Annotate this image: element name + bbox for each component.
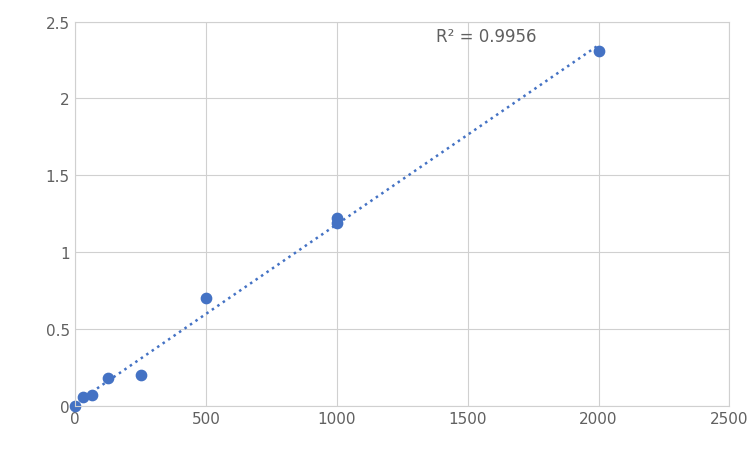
Point <box>200 295 212 302</box>
Point <box>102 375 114 382</box>
Point <box>135 372 147 379</box>
Point <box>69 402 81 410</box>
Point <box>331 220 343 227</box>
Text: R² = 0.9956: R² = 0.9956 <box>436 28 537 46</box>
Point <box>331 215 343 222</box>
Point <box>77 393 89 400</box>
Point <box>593 48 605 55</box>
Point <box>86 391 98 399</box>
